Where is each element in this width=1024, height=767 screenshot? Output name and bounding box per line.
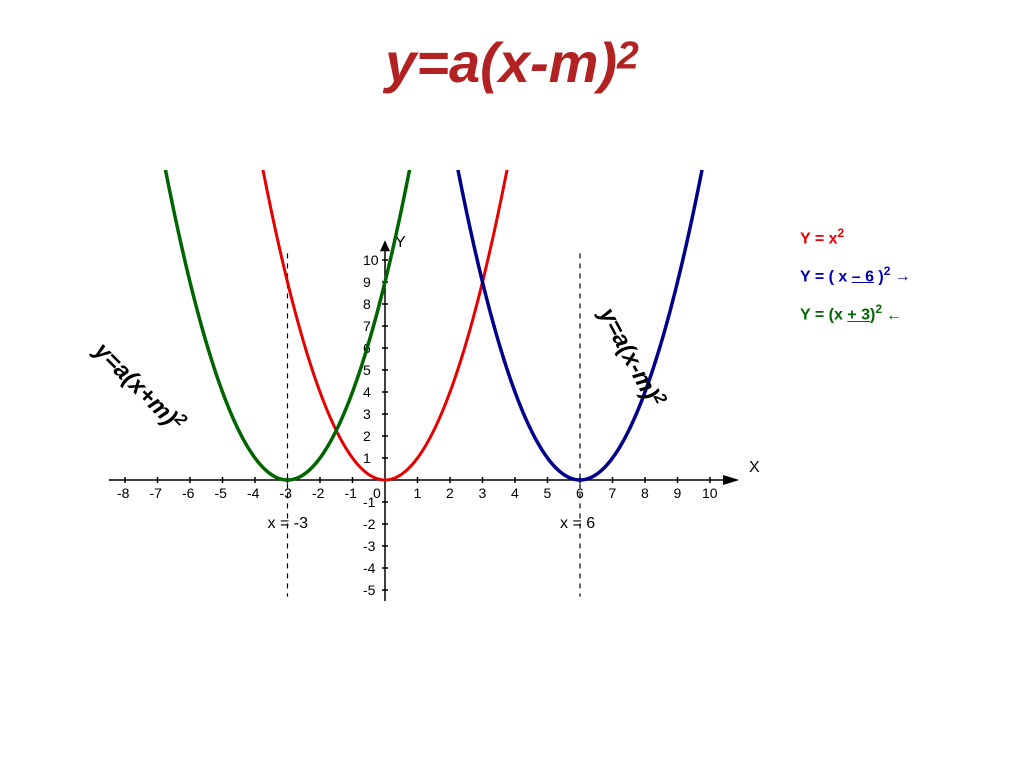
svg-text:10: 10: [702, 485, 718, 501]
title-text: y=a(x-m): [385, 31, 617, 94]
svg-text:10: 10: [363, 252, 379, 268]
formula-title: y=a(x-m)2: [0, 30, 1024, 95]
legend: Y = x2Y = ( x – 6 )2→Y = (x + 3)2←: [800, 220, 910, 334]
svg-text:4: 4: [511, 485, 519, 501]
svg-text:3: 3: [479, 485, 487, 501]
svg-text:1: 1: [363, 450, 371, 466]
svg-text:-7: -7: [150, 485, 163, 501]
svg-text:-1: -1: [345, 485, 358, 501]
svg-text:-2: -2: [363, 516, 376, 532]
svg-text:7: 7: [609, 485, 617, 501]
svg-text:4: 4: [363, 384, 371, 400]
svg-text:x = -3: x = -3: [268, 515, 309, 532]
svg-text:-4: -4: [247, 485, 260, 501]
svg-text:-3: -3: [280, 485, 293, 501]
chart-area: XY-8-7-6-5-4-3-2-1012345678910-5-4-3-2-1…: [90, 170, 790, 650]
svg-text:X: X: [749, 459, 760, 476]
svg-text:-3: -3: [363, 538, 376, 554]
svg-text:-1: -1: [363, 494, 376, 510]
svg-text:7: 7: [363, 318, 371, 334]
svg-text:8: 8: [363, 296, 371, 312]
svg-text:-8: -8: [117, 485, 130, 501]
svg-text:2: 2: [363, 428, 371, 444]
title-sup: 2: [617, 34, 639, 77]
chart-svg: XY-8-7-6-5-4-3-2-1012345678910-5-4-3-2-1…: [90, 170, 790, 650]
svg-text:5: 5: [363, 362, 371, 378]
svg-text:9: 9: [674, 485, 682, 501]
legend-item: Y = x2: [800, 220, 910, 258]
svg-text:-5: -5: [363, 582, 376, 598]
svg-text:8: 8: [641, 485, 649, 501]
legend-item: Y = ( x – 6 )2→: [800, 258, 910, 296]
svg-text:x = 6: x = 6: [560, 515, 595, 532]
svg-text:-4: -4: [363, 560, 376, 576]
svg-text:3: 3: [363, 406, 371, 422]
svg-text:9: 9: [363, 274, 371, 290]
svg-text:2: 2: [446, 485, 454, 501]
svg-text:-2: -2: [312, 485, 325, 501]
svg-text:1: 1: [414, 485, 422, 501]
legend-item: Y = (x + 3)2←: [800, 296, 910, 334]
svg-text:-5: -5: [215, 485, 228, 501]
svg-text:5: 5: [544, 485, 552, 501]
svg-text:-6: -6: [182, 485, 195, 501]
